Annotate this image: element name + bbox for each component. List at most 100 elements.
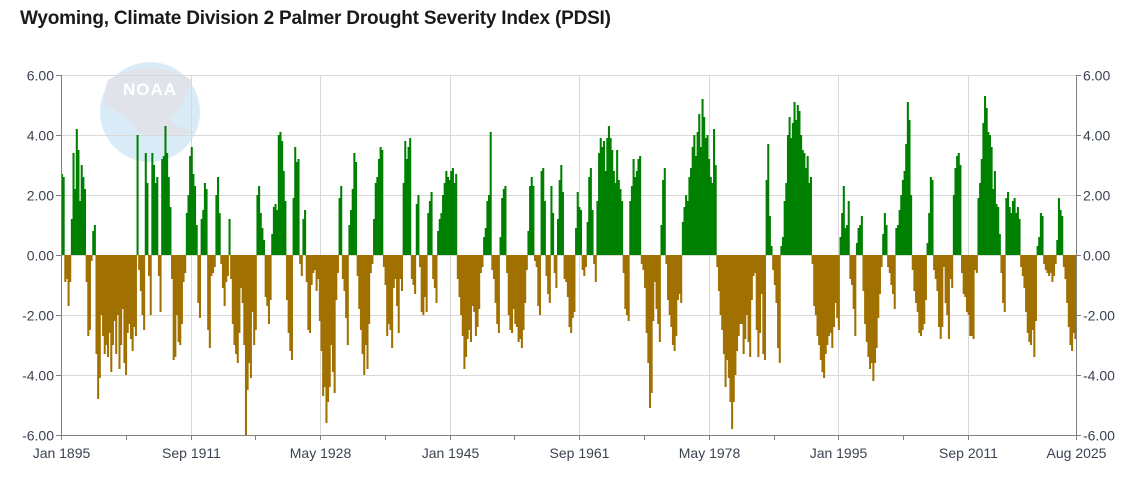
bar-positive [279,132,282,255]
bar-negative [312,255,315,273]
bar-negative [949,255,952,279]
bar-positive [662,180,665,255]
bar-negative [760,255,763,294]
bar-negative [149,255,152,315]
bar-negative [90,255,93,261]
bar-positive [859,225,862,255]
y-axis-right: 6.00 4.00 2.00 0.00 -2.00 -4.00 -6.00 [1076,68,1115,444]
bar-positive [898,210,901,255]
bar-negative [212,255,215,273]
bar-negative [750,255,753,300]
bar-negative [1062,255,1065,267]
x-tick-label: Sep 1961 [550,445,610,461]
bar-positive [993,171,996,255]
bar-positive [701,99,704,255]
bar-negative [514,255,517,324]
bar-positive [446,177,449,255]
bar-negative [571,255,574,318]
bar-positive [187,195,190,255]
bar-positive [808,183,811,255]
bar-positive [217,177,220,255]
bar-negative [363,255,366,375]
bar-negative [754,255,757,273]
bar-positive [164,126,167,255]
bar-positive [1016,207,1019,255]
y-tick-label: -4.00 [1083,368,1115,384]
bar-positive [905,144,908,255]
bar-negative [537,255,540,306]
bar-negative [854,255,857,336]
bar-positive [353,153,356,255]
bar-negative [159,255,162,312]
bar-negative [1026,255,1029,333]
bar-negative [171,255,174,279]
bar-negative [111,255,114,345]
bar-negative [400,255,404,291]
bar-negative [717,255,720,291]
bar-negative [951,255,954,288]
bar-positive [696,132,699,255]
bar-negative [566,255,569,297]
bar-positive [681,222,684,255]
bar-negative [98,255,101,378]
bar-negative [933,255,936,270]
bar-positive [550,186,553,255]
bar-negative [538,255,541,315]
bar-positive [166,153,169,255]
bar-positive [404,141,407,255]
bar-negative [1031,255,1034,330]
bar-positive [151,153,154,255]
bar-positive [70,219,73,255]
bar-negative [332,255,335,372]
bar-positive [532,186,535,255]
bar-positive [1041,216,1044,255]
bar-negative [583,255,586,276]
bar-negative [778,255,781,363]
bar-negative [269,255,272,300]
bar-negative [824,255,827,354]
bar-positive [405,159,408,255]
bar-negative [496,255,499,324]
bar-positive [795,120,798,255]
bar-negative [359,255,362,330]
bar-negative [522,255,525,330]
bar-negative [85,255,88,282]
bar-positive [903,171,906,255]
bar-positive [957,153,960,255]
bar-negative [850,255,854,285]
bar-negative [668,255,671,315]
bar-negative [773,255,776,285]
bar-positive [215,195,218,255]
bar-negative [469,255,472,342]
bar-negative [535,255,538,267]
bar-negative [313,255,316,270]
bar-positive [543,201,546,255]
bar-negative [1033,255,1036,357]
bar-positive [402,183,405,255]
bar-negative [869,255,872,369]
bar-positive [630,186,633,255]
bar-positive [984,96,987,255]
bar-negative [924,255,927,300]
bar-positive [977,198,980,255]
bar-negative [594,255,597,282]
bar-negative [465,255,468,357]
bar-positive [882,234,885,255]
bar-positive [809,177,812,255]
bar-positive [489,132,492,255]
y-tick-label: 0.00 [1083,248,1110,264]
bar-negative [315,255,318,291]
bar-negative [129,255,133,339]
bar-negative [729,255,732,402]
bar-positive [956,156,959,255]
bar-negative [644,255,647,288]
bar-negative [1002,255,1005,303]
bar-negative [246,255,249,390]
y-axis-left: 6.00 4.00 2.00 0.00 -2.00 -4.00 -6.00 [22,68,61,444]
bar-positive [767,144,770,255]
bar-negative [918,255,921,333]
bar-positive [351,189,354,255]
bar-negative [251,255,254,312]
bar-positive [798,111,801,255]
bar-negative [667,255,670,300]
